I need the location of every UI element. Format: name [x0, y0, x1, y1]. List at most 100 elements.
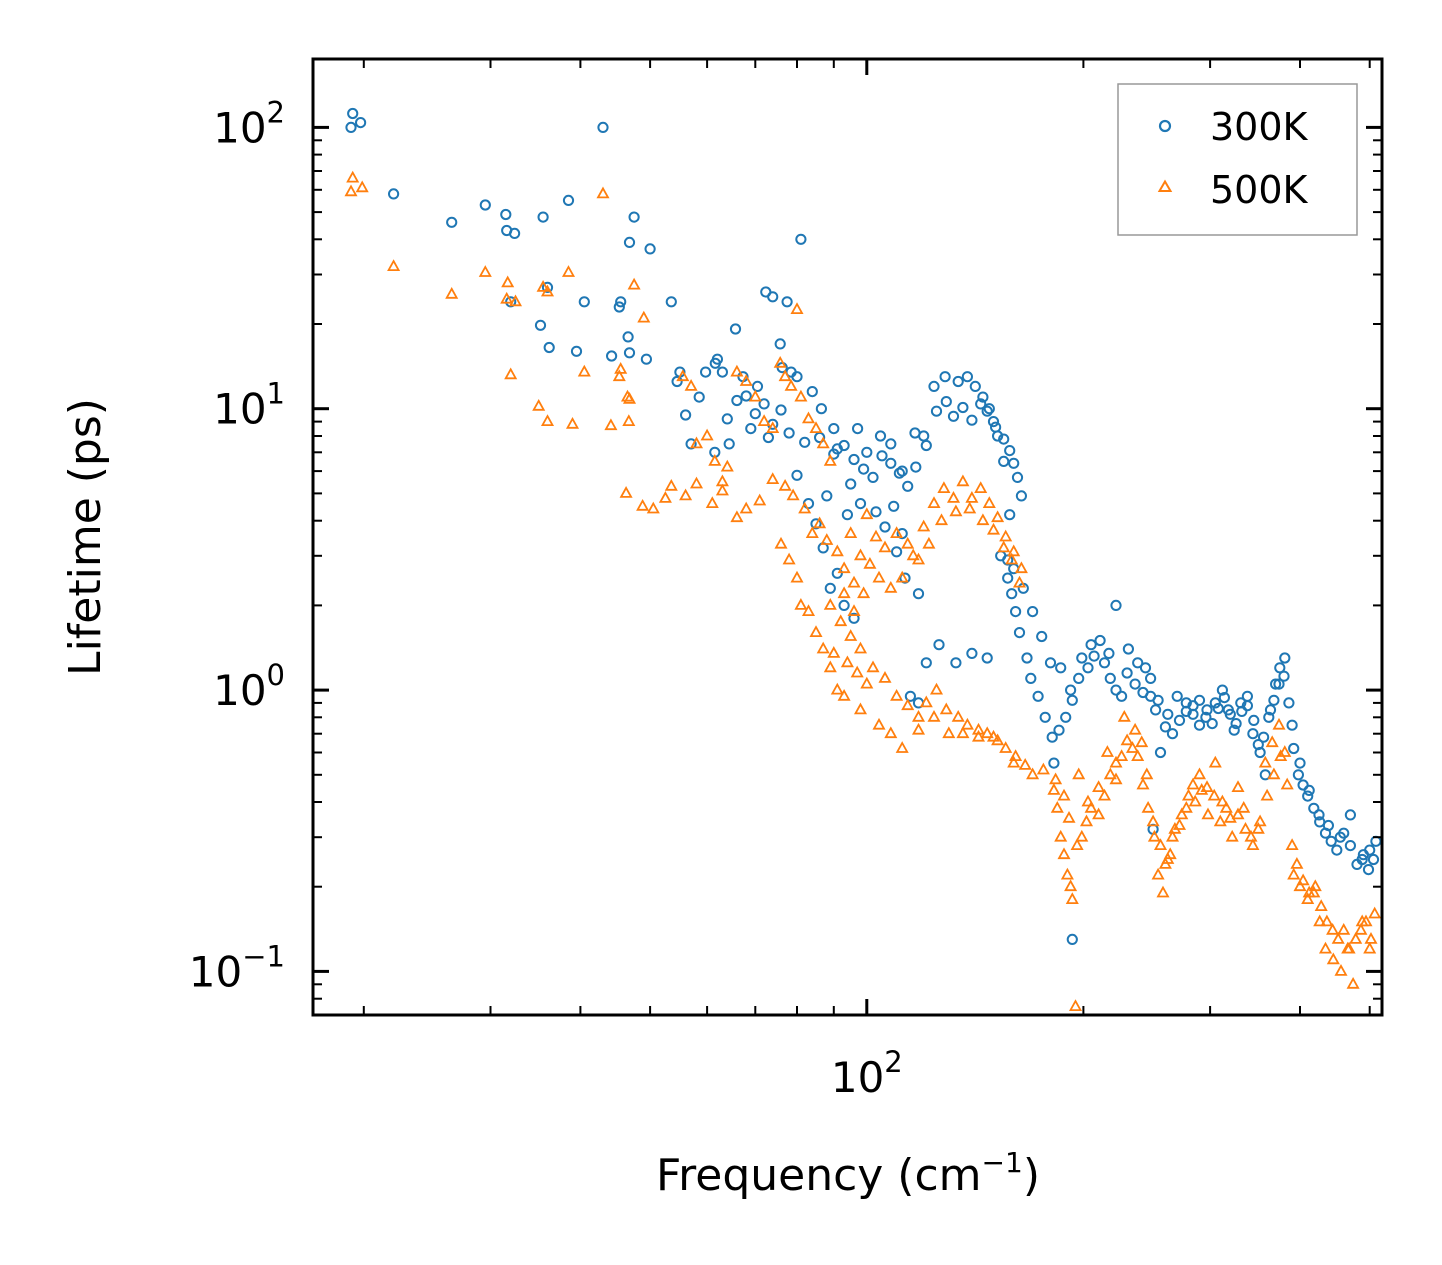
point-500k-217 [1181, 788, 1196, 801]
point-500k-235 [1296, 873, 1310, 886]
point-500k-194 [1018, 758, 1032, 770]
point-500k-221 [1207, 788, 1221, 801]
point-500k-102 [1231, 780, 1245, 792]
point-300k-166 [990, 421, 1002, 433]
point-300k-122 [1048, 757, 1060, 769]
point-500k-123 [844, 526, 858, 538]
point-500k-152 [766, 472, 780, 485]
legend-label-300k: 300K [1210, 105, 1309, 149]
point-300k-203 [1236, 705, 1248, 718]
point-300k-19 [613, 301, 625, 313]
point-500k-240 [1326, 922, 1340, 935]
point-300k-167 [998, 433, 1010, 445]
point-500k-154 [739, 501, 753, 514]
point-500k-84 [1109, 755, 1123, 768]
point-500k-250 [1079, 814, 1094, 827]
point-300k-149 [858, 463, 870, 475]
point-300k-98 [1216, 684, 1229, 696]
point-300k-83 [1103, 647, 1115, 660]
point-500k-17 [596, 186, 610, 199]
point-500k-51 [823, 454, 837, 466]
point-500k-186 [939, 702, 953, 715]
point-500k-190 [980, 726, 994, 739]
point-500k-224 [1225, 829, 1239, 842]
point-300k-92 [1171, 690, 1183, 702]
point-500k-122 [1368, 906, 1382, 919]
point-300k-43 [767, 291, 779, 303]
point-300k-191 [1159, 721, 1172, 733]
point-500k-96 [1186, 777, 1200, 790]
point-500k-83 [1100, 745, 1114, 757]
y-tick-label-base: 10 [213, 666, 266, 715]
point-500k-114 [1313, 914, 1327, 927]
point-500k-157 [705, 496, 719, 509]
point-500k-28 [646, 501, 660, 514]
point-300k-153 [876, 450, 888, 462]
y-tick-label: 101 [213, 377, 285, 434]
point-500k-99 [1208, 755, 1222, 768]
point-500k-199 [847, 604, 861, 616]
point-500k-94 [1172, 818, 1187, 830]
point-300k-197 [1200, 711, 1212, 723]
point-300k-36 [716, 366, 729, 378]
point-300k-169 [1008, 457, 1020, 469]
point-300k-65 [977, 391, 989, 403]
point-300k-176 [783, 427, 795, 439]
point-500k-168 [949, 504, 963, 517]
point-500k-174 [1012, 575, 1027, 588]
point-300k-229 [1104, 672, 1116, 685]
point-500k-31 [676, 369, 690, 382]
point-500k-182 [901, 698, 915, 711]
point-300k-198 [1206, 718, 1218, 730]
point-500k-4 [445, 286, 459, 299]
point-500k-136 [974, 481, 988, 494]
point-500k-105 [1251, 821, 1265, 834]
point-300k-2 [355, 117, 367, 129]
point-500k-44 [778, 369, 792, 382]
point-500k-29 [658, 491, 672, 503]
point-500k-24 [620, 389, 635, 402]
point-300k-161 [947, 410, 960, 422]
point-300k-211 [1278, 670, 1290, 682]
point-300k-48 [781, 296, 793, 308]
point-500k-229 [1260, 788, 1274, 801]
point-300k-25 [644, 243, 656, 255]
point-300k-192 [1166, 728, 1179, 740]
x-tick-label: 102 [831, 1045, 903, 1102]
point-300k-142 [891, 546, 903, 558]
point-300k-67 [987, 416, 1000, 428]
point-300k-226 [1362, 864, 1375, 876]
point-500k-13 [577, 364, 591, 377]
point-500k-78 [1065, 892, 1079, 904]
legend: 300K 500K [1117, 83, 1358, 236]
point-300k-220 [1325, 835, 1337, 847]
point-500k-161 [869, 529, 883, 542]
point-500k-87 [1135, 735, 1149, 748]
point-500k-131 [927, 496, 941, 509]
point-500k-147 [805, 526, 819, 538]
point-500k-2 [355, 180, 369, 193]
point-500k-10 [536, 280, 550, 292]
point-500k-64 [884, 726, 898, 739]
point-500k-49 [809, 421, 823, 434]
point-300k-144 [912, 588, 925, 600]
point-300k-141 [879, 521, 891, 533]
point-300k-27 [665, 296, 677, 308]
point-300k-70 [1004, 509, 1016, 521]
point-500k-176 [840, 655, 854, 668]
point-300k-38 [723, 438, 735, 450]
point-300k-131 [838, 599, 850, 612]
point-500k-257 [1047, 783, 1061, 795]
point-300k-31 [685, 438, 697, 450]
x-axis-title: Frequency (cm−1) [656, 1146, 1040, 1201]
point-300k-193 [1173, 714, 1186, 727]
point-500k-233 [1285, 838, 1299, 850]
x-axis-title-main: Frequency (cm [656, 1150, 982, 1201]
point-500k-56 [801, 604, 816, 616]
point-500k-183 [911, 709, 926, 722]
point-500k-244 [1349, 932, 1363, 944]
point-500k-242 [1337, 922, 1351, 935]
point-500k-227 [1246, 838, 1260, 850]
